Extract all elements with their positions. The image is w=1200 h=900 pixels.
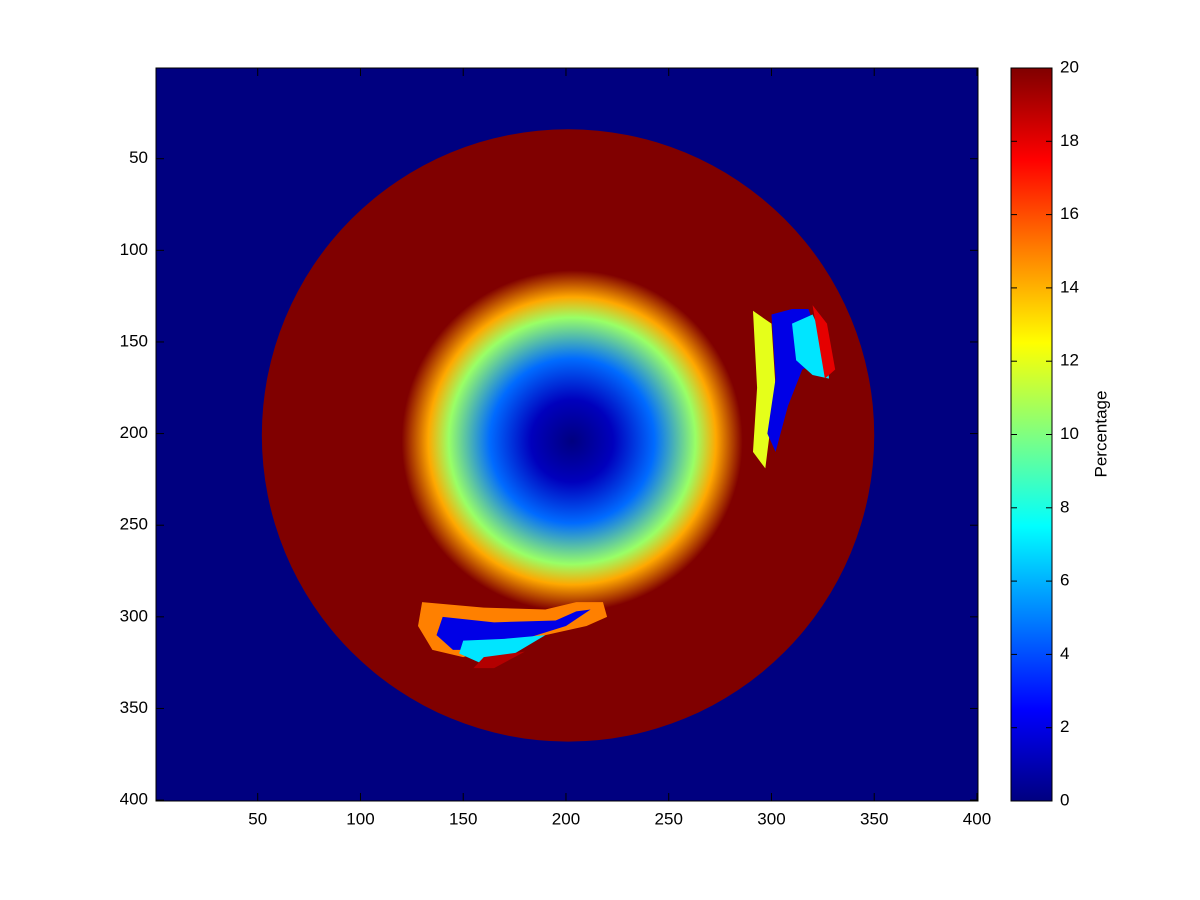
y-tick-label: 200	[120, 423, 148, 442]
colorbar	[1010, 67, 1053, 802]
x-tick-label: 150	[449, 809, 477, 828]
x-tick-label: 400	[963, 809, 991, 828]
patch	[473, 651, 525, 669]
y-tick-label: 250	[120, 515, 148, 534]
colorbar-tick-label: 10	[1060, 424, 1079, 443]
colorbar-tick-label: 14	[1060, 277, 1079, 296]
image	[156, 68, 978, 801]
colorbar-tick-label: 20	[1060, 57, 1079, 76]
y-tick-label: 350	[120, 698, 148, 717]
axes: 50 100 150 200 250 300 350 40050100150200250300…	[120, 57, 1079, 828]
colorbar-tick-label: 12	[1060, 351, 1079, 370]
x-tick-label: 350	[860, 809, 888, 828]
colorbar-label: Percentage	[1091, 391, 1110, 478]
colorbar-tick-label: 2	[1060, 717, 1069, 736]
x-tick-label: 300	[757, 809, 785, 828]
colorbar-tick-label: 0	[1060, 790, 1069, 809]
radial-ring	[401, 270, 743, 612]
patch	[459, 635, 546, 665]
colorbar-tick-label: 18	[1060, 131, 1079, 150]
patch	[436, 609, 591, 650]
colorbar-tick-label: 4	[1060, 644, 1069, 663]
x-tick-label: 200	[552, 809, 580, 828]
colorbar-tick-label: 6	[1060, 571, 1069, 590]
patch	[812, 305, 836, 379]
x-tick-label: 250	[655, 809, 683, 828]
colorbar-tick-label: 8	[1060, 497, 1069, 516]
y-tick-label: 150	[120, 331, 148, 350]
colorbar-tick-label: 16	[1060, 204, 1079, 223]
y-tick-label: 400	[120, 790, 148, 809]
x-tick-label: 50	[248, 809, 267, 828]
axes-frame	[155, 67, 979, 802]
x-tick-label: 100	[346, 809, 374, 828]
y-tick-label: 100	[120, 240, 148, 259]
y-tick-label: 50	[129, 148, 148, 167]
y-tick-label: 300	[120, 606, 148, 625]
